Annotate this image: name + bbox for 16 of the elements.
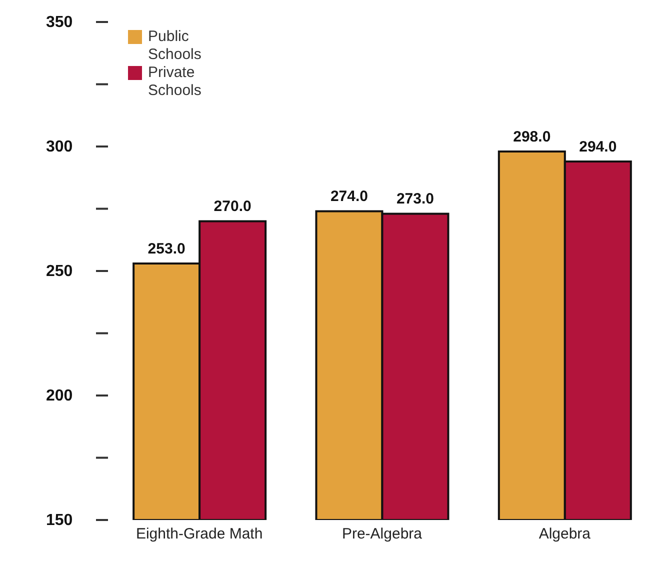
y-tick-label: 250 [46,263,73,280]
data-label: 253.0 [148,240,186,258]
data-label: 274.0 [330,188,368,206]
data-label: 270.0 [214,198,252,216]
y-tick-label: 300 [46,138,73,156]
y-tick-label: 200 [46,388,73,404]
y-tick-label: 150 [46,512,73,529]
x-tick-label: Eighth-Grade Math [136,526,263,543]
data-label: 273.0 [396,190,434,208]
y-tick-label: 350 [46,14,73,31]
legend-label: Private Schools [148,64,202,100]
legend-label: Public Schools [148,28,202,64]
data-label: 294.0 [579,138,617,156]
x-tick-label: Pre-Algebra [342,526,423,543]
x-tick-label: Algebra [538,526,592,543]
data-label: 298.0 [513,128,551,146]
